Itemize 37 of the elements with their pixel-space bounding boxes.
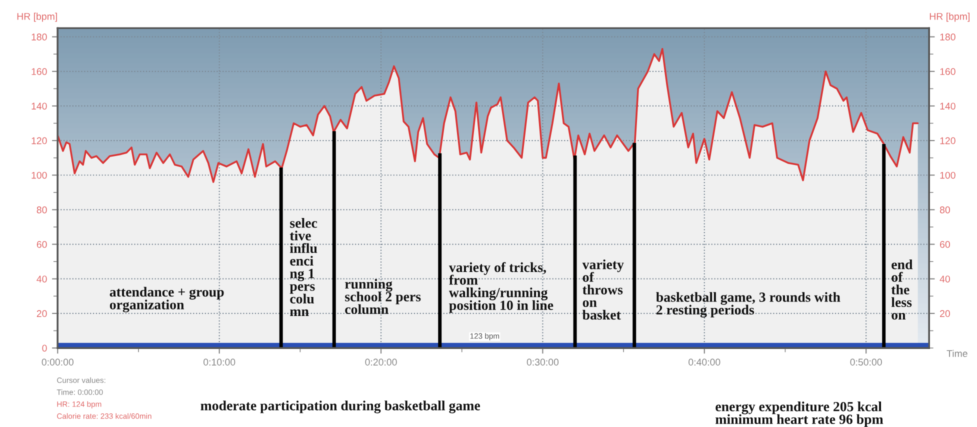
x-tick-label: 0:20:00 — [365, 358, 397, 366]
annotation: variety of throws on basket — [582, 259, 624, 320]
annotation: attendance + group organization — [110, 286, 224, 312]
y-tick-label: 40 — [36, 276, 47, 282]
y-tick-label: 80 — [36, 206, 47, 214]
y-tick-label: 0 — [42, 344, 47, 352]
x-tick-label: 0:00:00 — [42, 358, 74, 366]
annotation: selec tive influ enci ng 1 pers colu mn — [290, 218, 318, 316]
x-tick-label: 0:40:00 — [688, 358, 720, 366]
x-axis-title: Time — [946, 350, 968, 358]
y-tick-label: 180 — [32, 34, 47, 40]
annotation: running school 2 pers column — [345, 278, 421, 314]
y2-tick-label: 140 — [940, 102, 956, 110]
annotation: basketball game, 3 rounds with 2 resting periods — [656, 292, 840, 318]
x-tick-label: 0:30:00 — [526, 358, 559, 366]
y-axis-title: HR [bpm] — [17, 12, 57, 22]
y2-tick-label: 20 — [940, 310, 950, 318]
y2-tick-label: 60 — [940, 241, 950, 248]
text: energy expenditure 205 kcal minimum heart rate 96 bpm — [716, 402, 884, 427]
y-tick-label: 20 — [36, 310, 47, 318]
y-tick-label: 160 — [32, 68, 47, 76]
text: moderate participation during basketball game — [200, 400, 480, 414]
y-tick-label: 100 — [32, 172, 47, 179]
x-tick-label: 0:50:00 — [850, 358, 882, 366]
y2-axis-title: HR [bpm] — [930, 12, 970, 22]
y2-tick-label: 80 — [940, 206, 950, 214]
x-tick-label: 0:10:00 — [203, 358, 236, 366]
annotation: variety of tricks, from walking/running position 10 in line — [448, 262, 554, 313]
y2-tick-label: 40 — [940, 276, 950, 282]
y-tick-label: 140 — [32, 102, 47, 110]
y2-tick-label: 120 — [940, 137, 956, 144]
annotation: end of the less on — [891, 259, 913, 320]
y-tick-label: 60 — [36, 241, 47, 248]
y2-tick-label: 160 — [940, 68, 956, 76]
y-tick-label: 120 — [32, 137, 47, 144]
y2-tick-label: 100 — [940, 172, 956, 179]
y2-tick-label: 180 — [940, 34, 956, 40]
